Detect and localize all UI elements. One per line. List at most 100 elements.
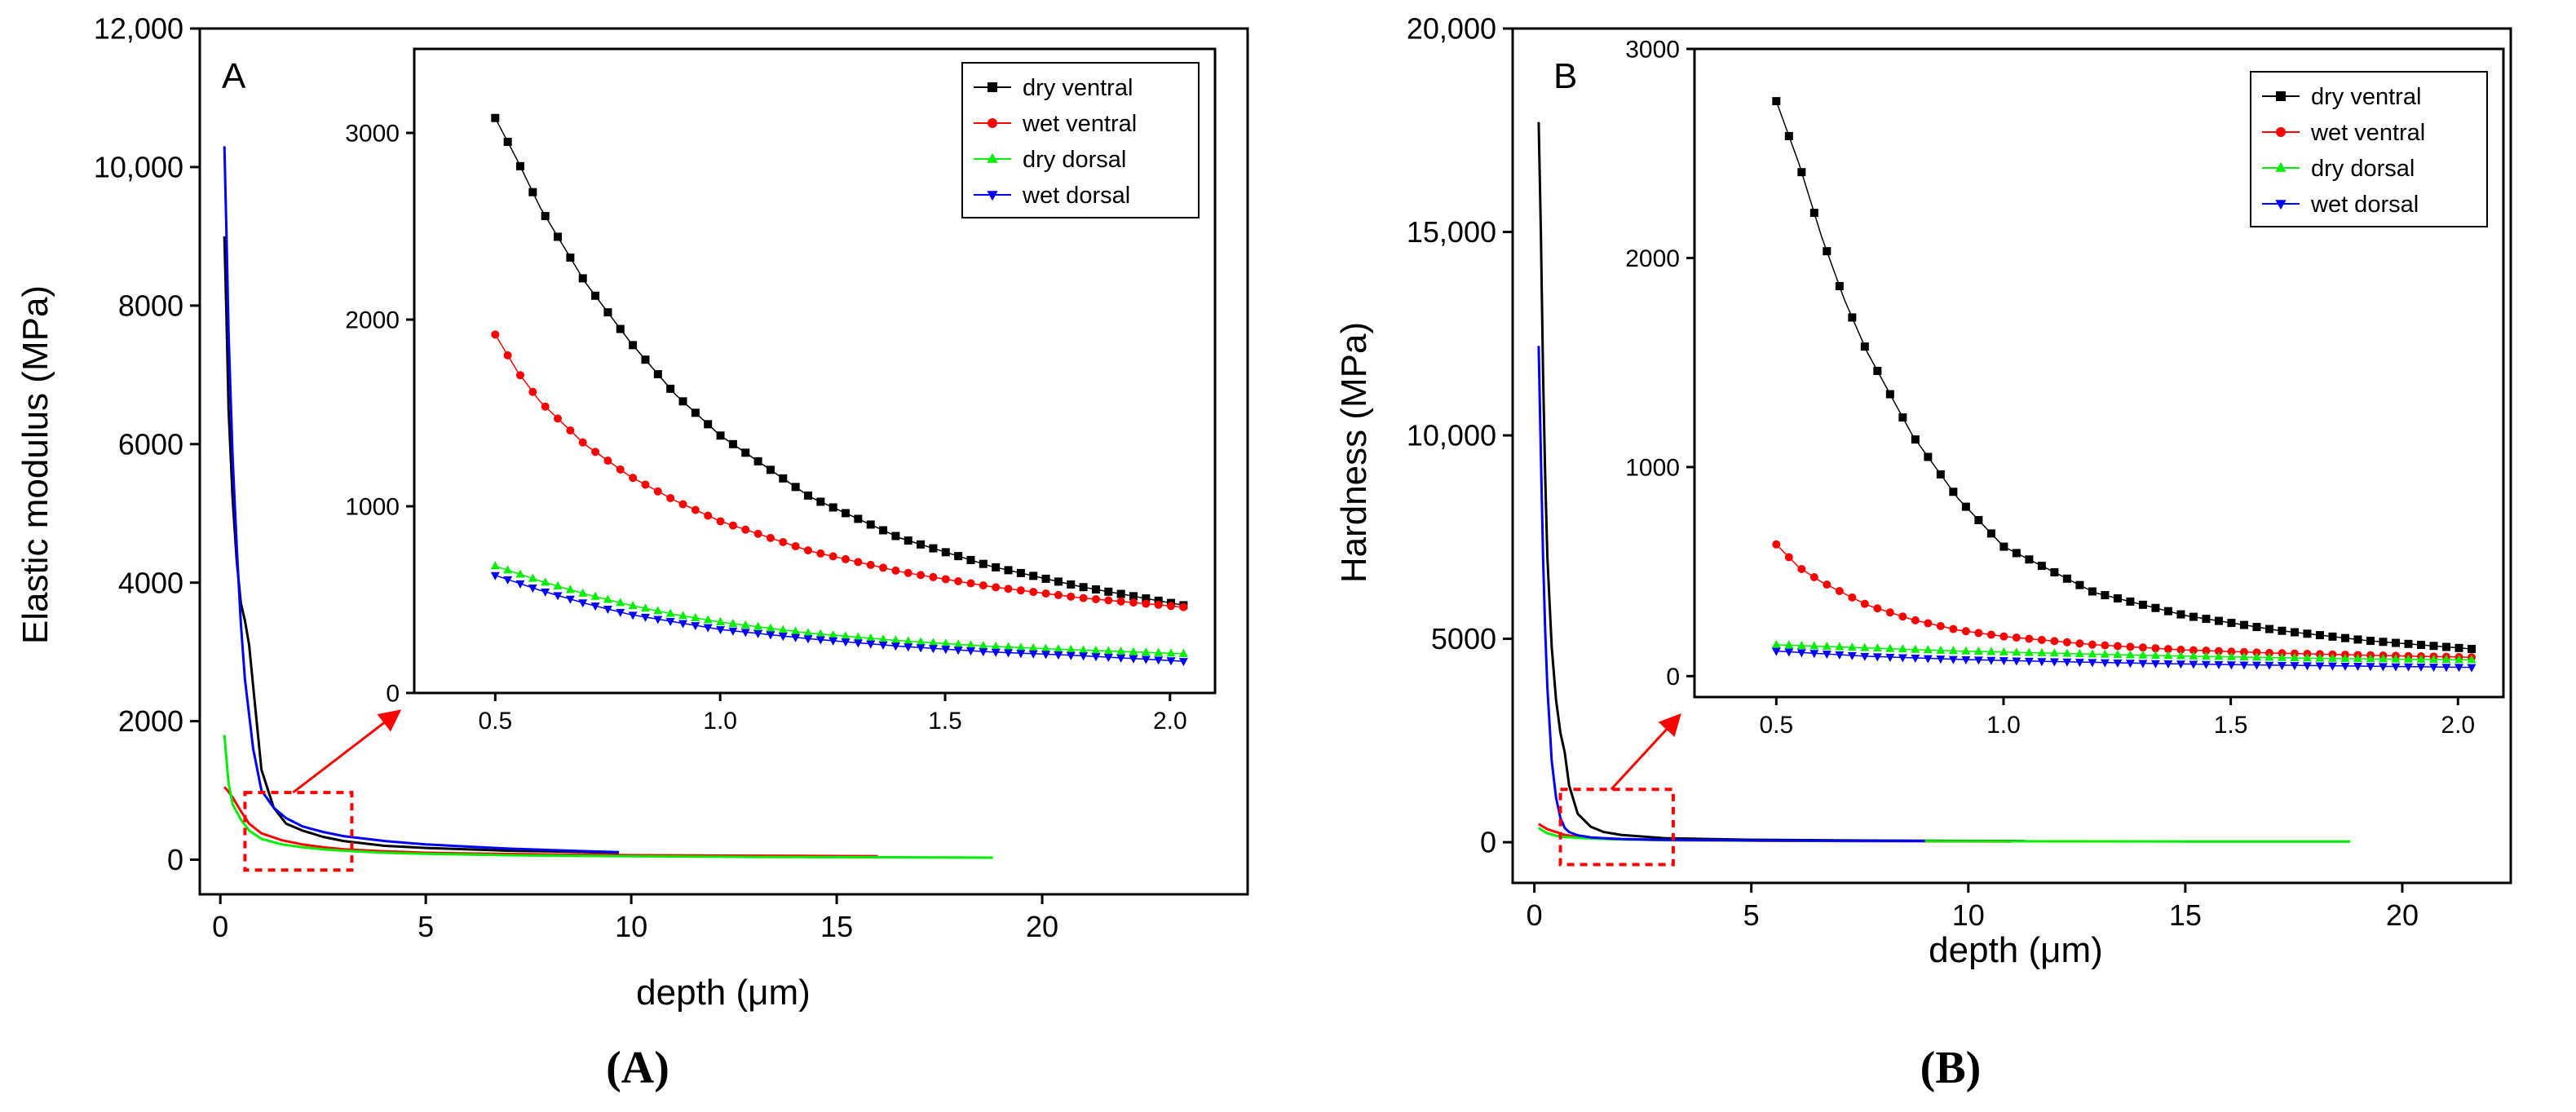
panel-b-inset-wet-dorsal-point: [2391, 663, 2401, 672]
panel-a-inset-wet-dorsal-point: [866, 640, 876, 649]
panel-a-inset-wet-dorsal-point: [528, 585, 537, 594]
panel-a-inset-y-tick-label: 2000: [345, 307, 400, 334]
panel-a-inset-wet-ventral-point: [1129, 598, 1138, 607]
panel-b-inset-dry-ventral-point: [2429, 642, 2438, 651]
panel-b-inset-wet-dorsal-point: [2125, 660, 2135, 669]
panel-b-inset-dry-ventral-point: [1949, 488, 1958, 496]
panel-a-inset-y-ticks: 0 1000 2000 3000: [345, 121, 414, 708]
panel-b-inset-wet-dorsal-point: [1948, 655, 1958, 664]
panel-b-inset-wet-dorsal-point: [2264, 661, 2274, 670]
panel-a-inset-wet-ventral-point: [779, 537, 788, 546]
panel-a-y-ticks: 0 2000 4000 6000 8000 10,000 12,000: [94, 12, 200, 876]
panel-a-inset-wet-ventral-point: [515, 371, 524, 380]
panel-b-inset-dry-ventral-point: [1823, 247, 1831, 256]
panel-a-inset-dry-dorsal-point: [1079, 645, 1089, 654]
panel-a-inset-dry-dorsal-point: [965, 640, 975, 649]
panel-b-inset-dry-dorsal-point: [2467, 655, 2477, 664]
panel-a-y-tick-label: 6000: [118, 427, 183, 461]
panel-b-inset-wet-ventral-point: [1885, 608, 1894, 617]
panel-b-inset-dry-ventral-point: [1860, 342, 1869, 351]
panel-b-caption: (B): [1920, 1043, 1982, 1093]
panel-b-inset-dry-dorsal-point: [2302, 653, 2312, 662]
panel-b-inset-wet-ventral-point: [1772, 540, 1781, 549]
panel-b-inset-dry-ventral-point: [2088, 587, 2097, 596]
panel-a-inset-wet-ventral-point: [678, 500, 687, 509]
panel-a-inset-dry-ventral-point: [528, 188, 537, 196]
panel-a-inset-wet-ventral-point: [979, 581, 988, 590]
panel-b-inset-x-tick-label: 2.0: [2441, 712, 2475, 739]
panel-a-inset-dry-ventral-point: [1091, 585, 1100, 594]
panel-b-inset-wet-dorsal-point: [1973, 656, 1983, 665]
panel-a-inset-wet-dorsal-point: [991, 648, 1001, 657]
panel-b-inset-dry-dorsal-point: [1860, 642, 1870, 651]
panel-a-inset-wet-ventral-point: [866, 560, 875, 569]
panel-a-inset-dry-dorsal-point: [490, 561, 500, 570]
panel-b-inset-wet-dorsal-point: [2366, 663, 2375, 672]
panel-b-inset-dry-dorsal-point: [2251, 652, 2261, 661]
panel-b-inset-wet-ventral-point: [2239, 647, 2248, 656]
panel-a-main-series: [223, 146, 993, 859]
panel-b-inset-dry-ventral-point: [2037, 562, 2046, 571]
panel-a-inset-wet-ventral-point: [929, 572, 938, 581]
panel-a-inset-dry-ventral-point: [891, 532, 900, 541]
panel-a-y-tick-label: 12,000: [94, 12, 183, 46]
panel-b-inset-wet-ventral-point: [2075, 639, 2084, 648]
panel-a-inset-x-tick-label: 1.0: [703, 708, 737, 735]
panel-a-inset-dry-dorsal-point: [716, 617, 726, 626]
panel-b-inset-wet-dorsal-point: [2062, 658, 2072, 667]
panel-a-inset-dry-dorsal-point: [866, 633, 876, 642]
panel-b-inset-x-ticks: 0.5 1.0 1.5 2.0: [1759, 697, 2475, 739]
panel-b-inset-wet-dorsal-point: [1822, 651, 1831, 660]
panel-a-inset-wet-dorsal-point: [703, 624, 713, 633]
panel-a-inset-dry-dorsal-point: [791, 626, 801, 635]
panel-a-inset-dry-dorsal-point: [565, 585, 575, 594]
panel-b-inset-dry-dorsal-point: [1973, 646, 1983, 655]
panel-b-inset-dry-ventral-point: [1885, 390, 1894, 399]
panel-a-inset-y-tick-label: 1000: [345, 494, 400, 521]
panel-a-legend-label: wet ventral: [1022, 111, 1137, 137]
panel-a-inset-wet-ventral-point: [1104, 596, 1113, 605]
panel-b-inset-wet-ventral-point: [2163, 645, 2172, 654]
panel-a-inset-wet-dorsal-point: [979, 648, 988, 657]
panel-a-inset-wet-ventral-point: [904, 568, 912, 577]
panel-a-y-axis-label: Elastic modulus (MPa): [15, 285, 55, 644]
panel-a-inset-dry-dorsal-point: [1116, 646, 1126, 655]
panel-a-inset-wet-dorsal-point: [965, 647, 975, 656]
panel-a-inset-dry-ventral-point: [666, 384, 675, 393]
panel-a-inset-dry-dorsal-point: [991, 642, 1001, 651]
panel-a-letter: A: [222, 56, 246, 96]
panel-b-inset-dry-dorsal-point: [2088, 649, 2097, 658]
panel-a-inset-wet-dorsal-point: [890, 642, 900, 651]
panel-a-zoom-arrow: [292, 709, 402, 794]
panel-a-inset-dry-ventral-point: [716, 431, 725, 440]
panel-b-inset-dry-dorsal-point: [2214, 651, 2224, 660]
panel-b-inset-dry-dorsal-point: [2428, 655, 2438, 664]
panel-a-legend-label: wet dorsal: [1022, 183, 1130, 209]
panel-b-inset-dry-dorsal-point: [1885, 643, 1895, 652]
panel-b-inset-dry-ventral-point: [2416, 641, 2425, 650]
panel-a-inset-wet-ventral-point: [666, 494, 675, 503]
panel-b-inset-y-tick-label: 0: [1666, 664, 1680, 691]
panel-b-inset-wet-dorsal-point: [2353, 663, 2362, 672]
panel-b-inset-dry-ventral-point: [2303, 629, 2312, 638]
panel-b-inset-dry-dorsal-point: [1923, 645, 1933, 654]
panel-a-inset-dry-ventral-point: [854, 514, 863, 523]
panel-b-inset-wet-dorsal-point: [2416, 663, 2426, 672]
panel-a-inset-wet-ventral-point: [629, 474, 638, 483]
panel-a-inset-wet-dorsal-point: [1154, 656, 1164, 665]
panel-a-inset-wet-dorsal-point: [853, 639, 863, 648]
panel-a-inset-dry-dorsal-point: [928, 638, 938, 646]
panel-b-inset-wet-ventral-point: [2138, 643, 2147, 652]
panel-b-inset-wet-dorsal-point: [1796, 649, 1806, 658]
panel-a-inset-wet-dorsal-point: [1166, 657, 1176, 666]
panel-a-inset-dry-ventral-point: [728, 439, 737, 448]
panel-a-inset-wet-dorsal-point: [904, 643, 913, 652]
panel-a-inset: 0.5 1.0 1.5 2.0 0 1000 2000 3000 dry ventral we…: [345, 47, 1217, 735]
panel-b-inset-wet-ventral-point: [1999, 632, 2008, 641]
panel-b-inset-wet-ventral-point: [1911, 616, 1920, 624]
panel-a-inset-dry-ventral-point: [704, 420, 713, 429]
panel-a-inset-wet-dorsal-point: [1054, 651, 1063, 660]
panel-a-inset-dry-ventral-point: [591, 291, 600, 300]
panel-a-inset-dry-ventral-point: [966, 555, 975, 564]
panel-a-inset-wet-dorsal-point: [691, 622, 700, 631]
